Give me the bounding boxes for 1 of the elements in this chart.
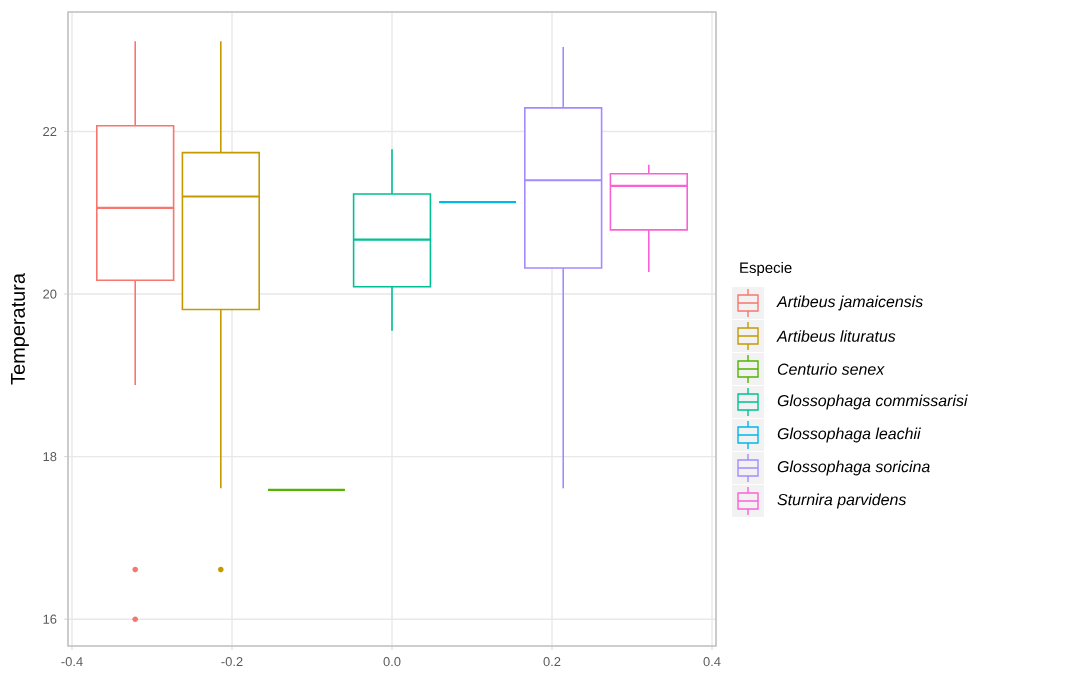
y-axis-title: Temperatura [11, 273, 29, 385]
